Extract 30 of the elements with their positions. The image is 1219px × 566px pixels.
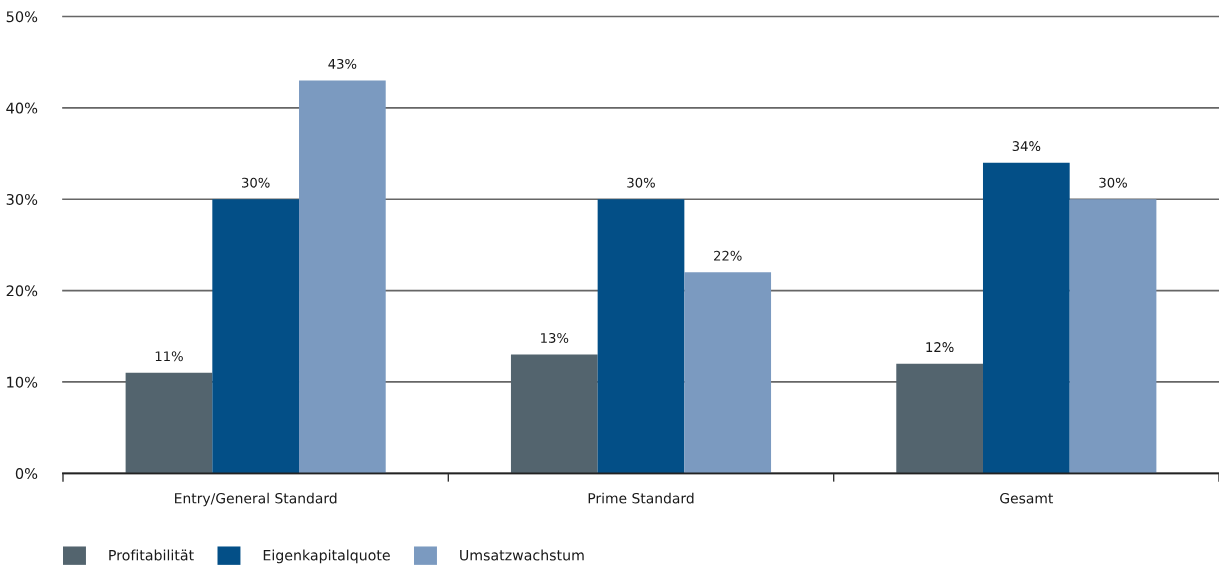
data-label: 11% xyxy=(155,351,183,362)
x-tick-label: Prime Standard xyxy=(588,492,694,504)
data-label: 30% xyxy=(242,177,270,188)
bar xyxy=(684,272,772,474)
y-tick-label: 50% xyxy=(6,11,38,23)
legend-label: Eigenkapitalquote xyxy=(263,549,390,564)
legend-label: Profitabilität xyxy=(109,549,194,561)
data-label: 12% xyxy=(926,342,954,353)
data-label: 13% xyxy=(541,332,569,343)
bar xyxy=(510,354,598,474)
data-label: 43% xyxy=(328,58,357,69)
y-tick-label: 40% xyxy=(6,102,38,114)
y-tick-label: 0% xyxy=(15,468,38,480)
legend-label: Umsatzwachstum xyxy=(460,549,584,561)
bar xyxy=(1069,199,1157,474)
bar xyxy=(125,372,213,474)
data-label: 22% xyxy=(714,250,742,261)
data-label: 30% xyxy=(1099,177,1127,188)
bar xyxy=(597,199,685,474)
data-label: 30% xyxy=(627,177,655,188)
bar xyxy=(896,363,983,474)
bar xyxy=(982,162,1070,474)
bar xyxy=(299,80,386,474)
x-tick-label: Gesamt xyxy=(1000,492,1054,504)
bar xyxy=(212,199,300,474)
x-tick-label: Entry/General Standard xyxy=(175,492,337,507)
y-tick-label: 30% xyxy=(6,193,38,205)
y-tick-label: 10% xyxy=(7,376,38,388)
data-label: 34% xyxy=(1012,141,1041,152)
y-tick-label: 20% xyxy=(6,285,38,297)
